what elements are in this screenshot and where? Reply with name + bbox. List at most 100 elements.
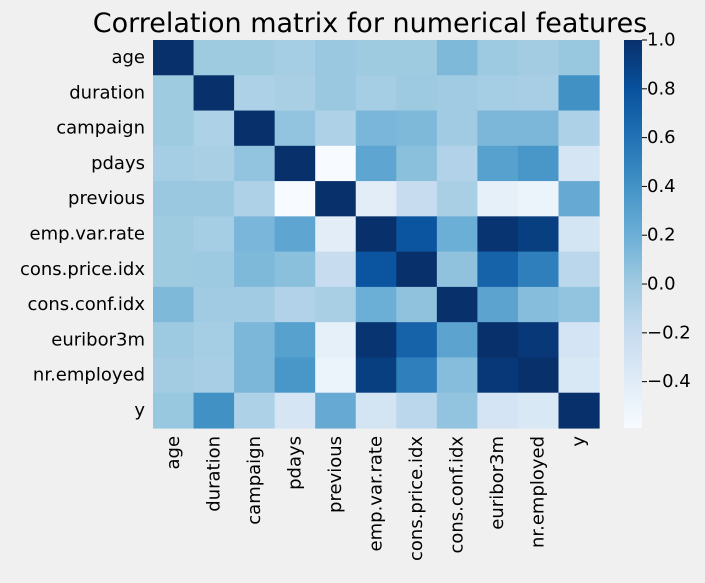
heatmap-cell [477,286,519,323]
heatmap-cell [234,357,276,394]
heatmap-cell [558,251,600,288]
heatmap-cell [396,216,438,253]
colorbar-tick-label: −0.2 [647,322,691,343]
heatmap-cell [315,286,357,323]
heatmap-cell [355,392,397,429]
heatmap-cell [315,357,357,394]
heatmap-cell [355,75,397,112]
heatmap-cell [193,110,235,147]
colorbar-tick-label: −0.4 [647,371,691,392]
heatmap-cell [436,145,478,182]
column-label: pdays [284,436,305,490]
heatmap-cell [355,251,397,288]
colorbar-tick-label: 0.8 [647,78,676,99]
heatmap-cell [396,251,438,288]
heatmap-cell [274,145,316,182]
heatmap-cell [355,322,397,359]
colorbar-ticks: 1.0 0.8 0.6 0.4 0.2 0.0 −0.2 −0.4 [642,30,691,392]
heatmap-cell [193,181,235,217]
row-label: previous [68,188,145,209]
heatmap-cell [355,216,397,253]
column-label: previous [325,436,346,513]
heatmap-cell [558,110,600,147]
heatmap-cell [436,392,478,429]
colorbar-tick-label: 0.2 [647,225,676,246]
heatmap-cell [234,75,276,112]
heatmap-cell [153,181,195,217]
column-labels: age duration campaign pdays previous emp.var.… [163,436,589,561]
heatmap-cell [477,110,519,147]
heatmap-cell [193,251,235,288]
heatmap-cell [517,110,560,147]
heatmap-cell [274,251,316,288]
column-label: age [163,436,184,470]
heatmap-cell [558,216,600,253]
heatmap-cell [477,357,519,394]
heatmap-cell [274,181,316,217]
heatmap-cell [193,286,235,323]
heatmap-cell [436,40,478,76]
heatmap-cell [193,75,235,112]
colorbar-tick-label: 0.4 [647,176,676,197]
heatmap-cell [396,181,438,217]
column-label: duration [203,436,224,512]
heatmap-cell [477,181,519,217]
row-label: duration [69,82,145,103]
heatmap-cell [234,286,276,323]
heatmap-cell [396,286,438,323]
heatmap-cell [234,322,276,359]
row-label: euribor3m [51,329,145,350]
colorbar-tick-label: 1.0 [647,30,676,51]
heatmap-cell [436,357,478,394]
heatmap-cell [396,357,438,394]
heatmap-cell [274,392,316,429]
heatmap-cell [153,357,195,394]
column-label: campaign [244,436,265,525]
heatmap-cell [477,145,519,182]
heatmap-cell [315,392,357,429]
heatmap-cell [355,145,397,182]
heatmap-cell [355,357,397,394]
heatmap-cell [477,392,519,429]
heatmap-cell [193,40,235,76]
heatmap-cell [558,181,600,217]
row-label: y [134,400,145,421]
heatmap-cell [517,357,560,394]
heatmap-cell [193,357,235,394]
heatmap-cell [517,392,560,429]
heatmap-cell [436,322,478,359]
heatmap-cell [396,75,438,112]
heatmap-cell [234,181,276,217]
heatmap-cell [517,216,560,253]
row-label: emp.var.rate [30,223,145,244]
heatmap-cell [355,181,397,217]
heatmap-cell [517,75,560,112]
heatmap-cell [436,216,478,253]
chart-title: Correlation matrix for numerical feature… [93,8,648,39]
colorbar-tick-label: 0.6 [647,127,676,148]
heatmap-cell [558,40,600,76]
heatmap-cell [153,75,195,112]
heatmap-cell [436,181,478,217]
heatmap-cell [234,145,276,182]
heatmap-cell [274,216,316,253]
heatmap-cell [315,110,357,147]
heatmap-cell [558,286,600,323]
heatmap-cell [558,392,600,429]
heatmap-cell [558,75,600,112]
heatmap-cell [234,392,276,429]
heatmap-cell [517,40,560,76]
heatmap-cell [193,216,235,253]
heatmap-cell [517,286,560,323]
heatmap-cell [274,110,316,147]
heatmap-cell [315,181,357,217]
heatmap-cell [558,322,600,359]
row-label: pdays [91,153,145,174]
heatmap-cell [436,286,478,323]
column-label: cons.price.idx [406,436,427,561]
column-label: y [568,436,589,447]
heatmap-cell [477,322,519,359]
row-label: cons.conf.idx [27,294,145,315]
heatmap-cell [396,40,438,76]
